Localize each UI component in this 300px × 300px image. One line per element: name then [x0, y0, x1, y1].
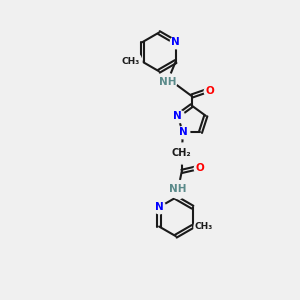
Text: CH₂: CH₂ [172, 148, 192, 158]
Text: NH: NH [159, 77, 176, 87]
Text: O: O [205, 86, 214, 96]
Text: NH: NH [169, 184, 187, 194]
Text: CH₃: CH₃ [195, 222, 213, 231]
Text: N: N [155, 202, 164, 212]
Text: CH₃: CH₃ [122, 57, 140, 66]
Text: N: N [178, 128, 187, 137]
Text: O: O [195, 163, 204, 173]
Text: N: N [173, 111, 182, 121]
Text: N: N [171, 37, 180, 47]
